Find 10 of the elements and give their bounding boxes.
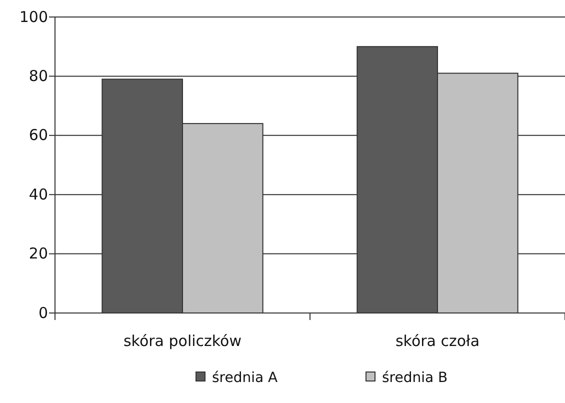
x-tick-label: skóra czoła [395,332,480,350]
y-tick-label: 20 [28,244,48,263]
y-tick-label: 80 [28,67,48,85]
x-tick-label: skóra policzków [123,332,242,350]
y-tick-label: 60 [28,126,48,144]
y-tick-label: 100 [19,8,48,26]
legend-label: średnia B [382,370,448,386]
y-tick-label: 40 [28,185,48,204]
legend-label: średnia A [212,370,278,386]
y-tick-label: 0 [38,304,48,322]
